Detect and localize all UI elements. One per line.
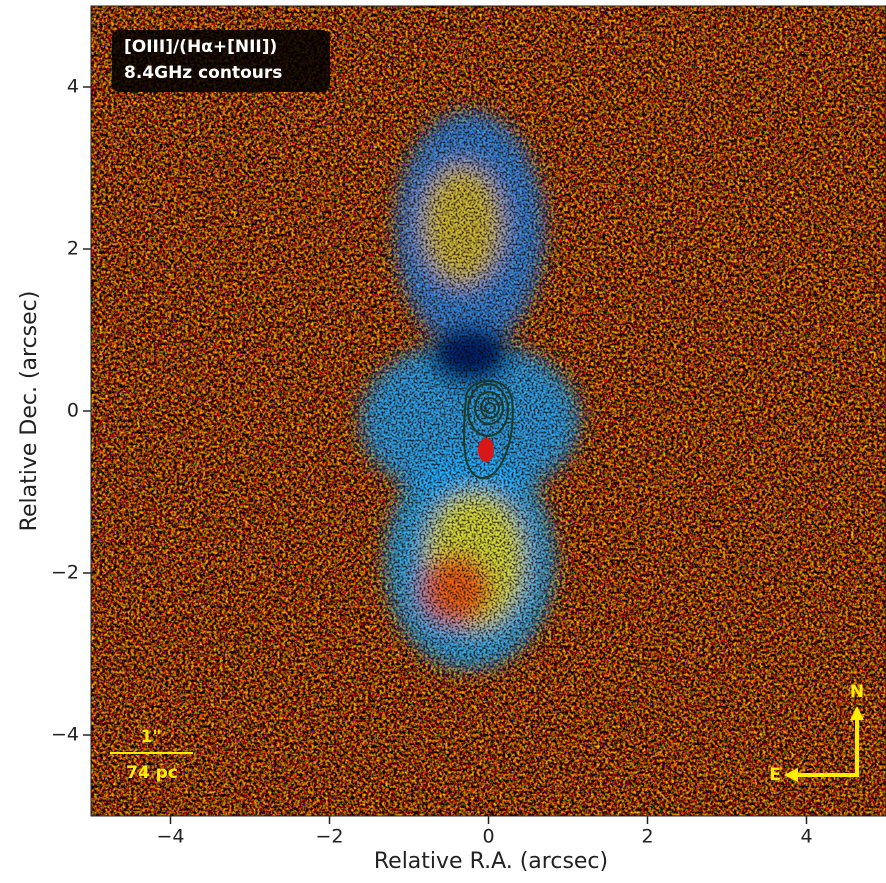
scale-angle: 1" (141, 727, 162, 747)
north-label: N (850, 682, 864, 702)
x-tick-label: 4 (800, 826, 812, 848)
image-map (91, 6, 886, 816)
east-label: E (769, 765, 781, 785)
chart: [OIII]/(Hα+[NII]) 8.4GHz contours 1" 74 … (0, 0, 886, 883)
radio-knot (478, 438, 494, 462)
x-tick-label: 0 (482, 826, 494, 848)
y-tick-label: 4 (67, 76, 79, 98)
y-tick-label: 2 (67, 238, 79, 260)
y-tick-label: 0 (67, 400, 79, 422)
y-axis-label: Relative Dec. (arcsec) (17, 291, 42, 532)
x-tick-label: −4 (156, 826, 184, 848)
contours-label: 8.4GHz contours (124, 63, 282, 83)
scale-length: 74 pc (126, 763, 178, 783)
x-tick-label: −2 (315, 826, 343, 848)
map-title: [OIII]/(Hα+[NII]) (124, 37, 277, 57)
y-tick-label: −4 (51, 724, 79, 746)
y-tick-label: −2 (51, 562, 79, 584)
page: {"chart_data": { "type": "image", "x_lab… (0, 0, 886, 883)
x-axis-label: Relative R.A. (arcsec) (374, 849, 608, 874)
x-tick-label: 2 (641, 826, 653, 848)
